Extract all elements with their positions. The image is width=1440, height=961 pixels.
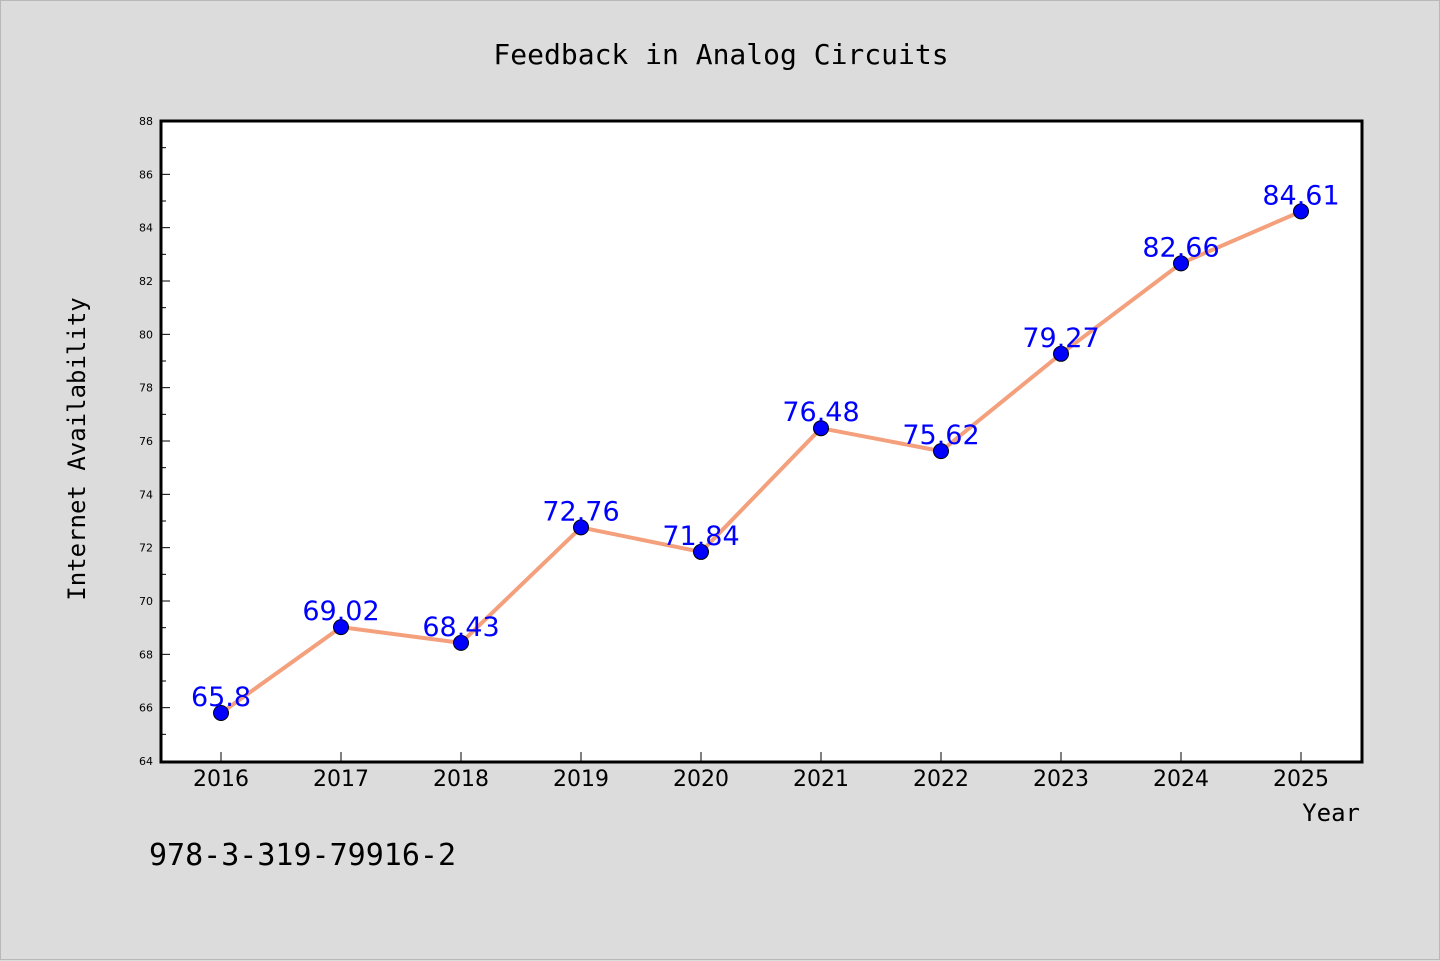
data-label: 69.02: [302, 596, 379, 627]
x-tick-label: 2018: [433, 767, 489, 792]
x-tick-label: 2019: [553, 767, 609, 792]
data-label: 65.8: [191, 682, 251, 713]
y-axis-label: Internet Availability: [63, 297, 91, 600]
y-tick-label: 86: [139, 168, 153, 181]
y-tick-label: 64: [139, 755, 153, 768]
data-label: 82.66: [1142, 232, 1219, 263]
x-tick-label: 2025: [1273, 767, 1329, 792]
x-tick-label: 2017: [313, 767, 369, 792]
data-point: [1053, 345, 1069, 362]
data-point: [933, 443, 949, 460]
x-tick-label: 2023: [1033, 767, 1089, 792]
data-label: 71.84: [662, 521, 739, 552]
x-tick-label: 2020: [673, 767, 729, 792]
y-tick-label: 76: [139, 435, 153, 448]
plot-area: [159, 119, 1364, 764]
data-label: 79.27: [1022, 323, 1099, 354]
x-tick-label: 2022: [913, 767, 969, 792]
data-label: 75.62: [902, 420, 979, 451]
data-label-group: 65.8 69.02 68.43 72.76 71.84 76.48 75.62 79.27 8…: [191, 180, 1340, 713]
x-tick-label: 2024: [1153, 767, 1209, 792]
y-tick-label: 80: [139, 328, 153, 341]
y-tick-label: 82: [139, 275, 153, 288]
x-axis-label: Year: [1302, 799, 1360, 827]
y-tick-label: 78: [139, 382, 153, 395]
y-tick-label: 88: [139, 115, 153, 128]
y-tick-label: 74: [139, 488, 153, 501]
y-tick-label: 70: [139, 595, 153, 608]
data-point: [813, 420, 829, 437]
y-tick-label: 84: [139, 222, 153, 235]
data-point: [693, 543, 709, 560]
series-line: [219, 209, 1302, 715]
y-tick-label: 68: [139, 648, 153, 661]
x-tick-label: 2021: [793, 767, 849, 792]
x-axis: 2016 2017 2018 2019 2020 2021 2022 2023 2024 2025: [193, 752, 1329, 792]
y-tick-label: 66: [139, 702, 153, 715]
data-point: [453, 634, 469, 651]
data-label: 68.43: [422, 612, 499, 643]
y-tick-label: 72: [139, 542, 153, 555]
data-point: [333, 619, 349, 636]
x-tick-label: 2016: [193, 767, 249, 792]
isbn-annotation: 978-3-319-79916-2: [149, 838, 456, 873]
data-point: [1173, 255, 1189, 272]
data-label: 84.61: [1262, 180, 1339, 211]
y-axis: 64 66 68 70 72 74 76 78 80 82 84 86 88: [139, 115, 170, 768]
data-point: [573, 519, 589, 536]
data-label: 72.76: [542, 496, 619, 527]
series-line-group: [213, 203, 1309, 721]
data-label: 76.48: [782, 397, 859, 428]
chart-title: Feedback in Analog Circuits: [493, 38, 948, 71]
data-point: [1293, 203, 1309, 220]
data-point: [213, 705, 229, 721]
